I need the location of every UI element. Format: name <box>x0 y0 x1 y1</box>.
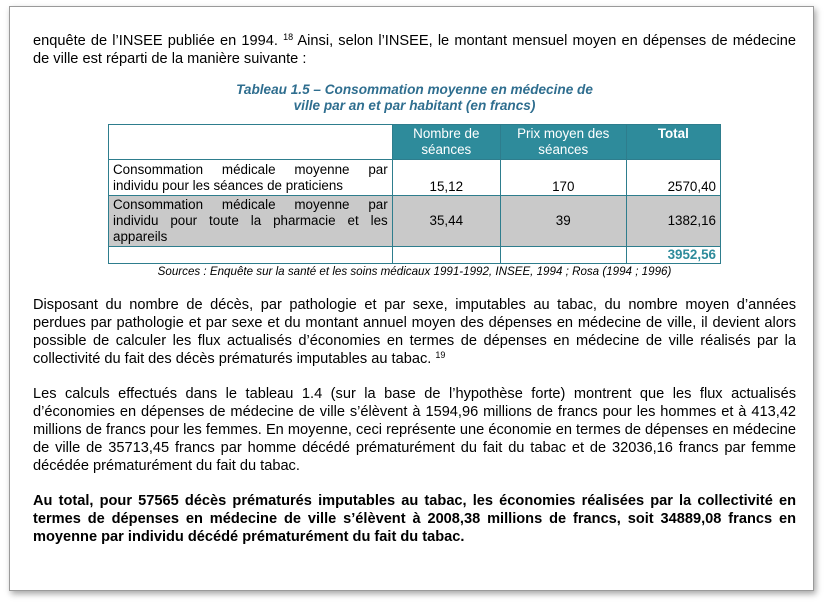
table-row: Consommation médicale moyenne par indivi… <box>108 159 722 196</box>
grand-total: 3952,56 <box>625 246 722 264</box>
cell-seances: 15,12 <box>391 159 501 196</box>
cell-total: 1382,16 <box>625 195 722 247</box>
paragraph-flux-text: Disposant du nombre de décès, par pathol… <box>33 297 796 367</box>
paragraph-gap <box>33 475 796 492</box>
cell-seances: 35,44 <box>391 195 501 247</box>
total-empty-3 <box>499 246 627 264</box>
table-caption-line2: ville par an et par habitant (en francs) <box>293 98 536 113</box>
paragraph-conclusion: Au total, pour 57565 décès prématurés im… <box>33 493 796 545</box>
table-row: Consommation médicale moyenne par indivi… <box>108 195 722 247</box>
cell-prix: 170 <box>499 159 627 196</box>
consumption-table: Nombre de séances Prix moyen des séances… <box>108 124 722 264</box>
paragraph-gap <box>33 368 796 385</box>
header-total: Total <box>625 124 722 160</box>
document-content: enquête de l’INSEE publiée en 1994. 18 A… <box>33 32 796 546</box>
table-source: Sources : Enquête sur la santé et les so… <box>157 265 672 278</box>
cell-prix: 39 <box>499 195 627 247</box>
intro-text-end: Ainsi, selon l’INSEE, le montant mensuel… <box>33 33 797 67</box>
table-total-row: 3952,56 <box>108 246 722 264</box>
header-prix-moyen: Prix moyen des séances <box>499 124 627 160</box>
intro-paragraph: enquête de l’INSEE publiée en 1994. 18 A… <box>33 32 796 68</box>
paragraph-calculs: Les calculs effectués dans le tableau 1.… <box>33 386 796 474</box>
row-label-pharmacie: Consommation médicale moyenne par indivi… <box>108 195 393 247</box>
document-page: enquête de l’INSEE publiée en 1994. 18 A… <box>9 6 814 591</box>
table-caption-line1: Tableau 1.5 – Consommation moyenne en mé… <box>236 82 593 97</box>
total-empty-2 <box>391 246 501 264</box>
header-nombre-seances: Nombre de séances <box>391 124 501 160</box>
footnote-ref-18[interactable]: 18 <box>283 32 294 42</box>
cell-total: 2570,40 <box>625 159 722 196</box>
intro-text-start: enquête de l’INSEE publiée en 1994. <box>33 33 278 49</box>
table-header-empty <box>108 124 393 160</box>
row-label-praticiens: Consommation médicale moyenne par indivi… <box>108 159 393 196</box>
paragraph-flux: Disposant du nombre de décès, par pathol… <box>33 296 796 368</box>
table-caption: Tableau 1.5 – Consommation moyenne en mé… <box>33 82 796 114</box>
footnote-ref-19[interactable]: 19 <box>435 350 446 360</box>
table-header-row: Nombre de séances Prix moyen des séances… <box>108 124 722 160</box>
total-empty-1 <box>108 246 393 264</box>
